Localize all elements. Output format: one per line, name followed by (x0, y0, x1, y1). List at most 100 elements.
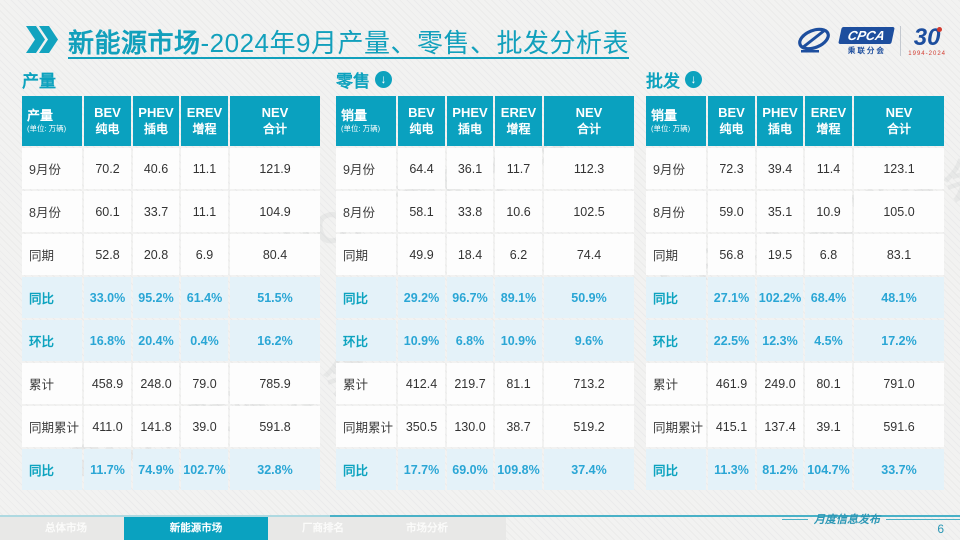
row-label: 同期累计 (336, 406, 396, 447)
column-header-en: BEV (718, 105, 745, 121)
measure-label: 销量 (651, 108, 678, 124)
tab-overall-market[interactable]: 总体市场 (45, 522, 87, 534)
table-cell: 52.8 (84, 234, 131, 275)
row-label: 8月份 (336, 191, 396, 232)
table-cell: 69.0% (447, 449, 493, 490)
column-header-cell: NEV 合计 (230, 96, 320, 146)
table-cell: 40.6 (133, 148, 179, 189)
table-cell: 48.1% (854, 277, 944, 318)
table-cell: 11.1 (181, 148, 228, 189)
page-title: 新能源市场-2024年9月产量、零售、批发分析表 (68, 23, 629, 60)
table-cell: 29.2% (398, 277, 445, 318)
table-cell: 33.7 (133, 191, 179, 232)
unit-label: (单位: 万辆) (27, 124, 67, 134)
row-label: 同期 (22, 234, 82, 275)
column-header-cell: BEV 纯电 (84, 96, 131, 146)
table-cell: 785.9 (230, 363, 320, 404)
table-cell: 137.4 (757, 406, 803, 447)
table-cell: 39.0 (181, 406, 228, 447)
table-cell: 18.4 (447, 234, 493, 275)
table-cell: 350.5 (398, 406, 445, 447)
wholesale-section-header: 批发 ↓ (646, 66, 944, 92)
table-cell: 6.9 (181, 234, 228, 275)
page-title-emphasis: 新能源市场 (68, 27, 201, 58)
table-cell: 16.8% (84, 320, 131, 361)
table-cell: 10.9% (495, 320, 542, 361)
cpca-logo-text: CPCA (838, 26, 896, 44)
column-header-en: EREV (186, 105, 223, 121)
table-cell: 4.5% (805, 320, 852, 361)
decline-arrow-icon: ↓ (375, 70, 392, 88)
page-number: 6 (937, 522, 944, 536)
table-cell: 141.8 (133, 406, 179, 447)
column-header-cell: NEV 合计 (854, 96, 944, 146)
row-label: 9月份 (336, 148, 396, 189)
tab-market-analysis[interactable]: 市场分析 (406, 522, 448, 534)
table-cell: 6.2 (495, 234, 542, 275)
table-cell: 33.0% (84, 277, 131, 318)
table-cell: 519.2 (544, 406, 634, 447)
table-cell: 51.5% (230, 277, 320, 318)
column-header-cn: 增程 (816, 121, 841, 136)
table-cell: 95.2% (133, 277, 179, 318)
tab-nev-market[interactable]: 新能源市场 (124, 517, 268, 540)
production-table: 产量 (单位: 万辆) BEV 纯电 PHEV 插电 EREV 增程 NEV 合计 9月份 70.2 4… (22, 96, 320, 490)
table-cell: 412.4 (398, 363, 445, 404)
table-cell: 105.0 (854, 191, 944, 232)
column-header-en: BEV (94, 105, 121, 121)
measure-unit-header-cell: 销量 (单位: 万辆) (336, 96, 396, 146)
measure-label: 产量 (27, 108, 54, 124)
table-cell: 64.4 (398, 148, 445, 189)
column-header-cn: 增程 (192, 121, 217, 136)
column-header-cell: PHEV 插电 (447, 96, 493, 146)
row-label: 环比 (22, 320, 82, 361)
publication-rule-left (782, 518, 808, 520)
measure-unit-header-cell: 销量 (单位: 万辆) (646, 96, 706, 146)
row-label: 累计 (22, 363, 82, 404)
wholesale-section: 批发 ↓ 销量 (单位: 万辆) BEV 纯电 PHEV 插电 EREV 增程 NEV 合计 9月份… (646, 66, 944, 490)
table-cell: 591.6 (854, 406, 944, 447)
column-header-cn: 插电 (457, 121, 482, 136)
column-header-en: PHEV (138, 105, 174, 121)
column-header-cell: BEV 纯电 (708, 96, 755, 146)
table-cell: 102.5 (544, 191, 634, 232)
table-cell: 89.1% (495, 277, 542, 318)
section-label: 产量 (22, 71, 56, 91)
table-cell: 461.9 (708, 363, 755, 404)
slide-header: 新能源市场-2024年9月产量、零售、批发分析表 CPCA 乘联分会 30 19… (26, 18, 946, 64)
footer-rule (0, 515, 960, 517)
column-header-cell: NEV 合计 (544, 96, 634, 146)
table-cell: 36.1 (447, 148, 493, 189)
table-cell: 17.2% (854, 320, 944, 361)
table-cell: 11.3% (708, 449, 755, 490)
row-label: 环比 (646, 320, 706, 361)
table-cell: 10.6 (495, 191, 542, 232)
table-cell: 80.1 (805, 363, 852, 404)
column-header-en: BEV (408, 105, 435, 121)
table-cell: 11.1 (181, 191, 228, 232)
page-title-rest: -2024年9月产量、零售、批发分析表 (200, 27, 629, 58)
publication-label: 月度信息发布 (782, 511, 960, 527)
anniversary-logo: 30 1994-2024 (908, 23, 946, 57)
table-cell: 112.3 (544, 148, 634, 189)
production-section: 产量 ↓ 产量(单位: 万辆)BEV纯电PHEV插电EREV增程NEV合计9月份… (22, 66, 320, 490)
column-header-cell: BEV 纯电 (398, 96, 445, 146)
table-cell: 249.0 (757, 363, 803, 404)
table-cell: 72.3 (708, 148, 755, 189)
row-label: 同比 (22, 449, 82, 490)
column-header-cn: 增程 (506, 121, 531, 136)
table-cell: 70.2 (84, 148, 131, 189)
table-cell: 27.1% (708, 277, 755, 318)
tab-oem-ranking[interactable]: 厂商排名 (302, 522, 344, 534)
table-cell: 56.8 (708, 234, 755, 275)
table-cell: 35.1 (757, 191, 803, 232)
cpca-logo-subtext: 乘联分会 (847, 45, 886, 55)
row-label: 同期累计 (22, 406, 82, 447)
anniversary-number: 30 (913, 23, 942, 51)
double-chevron-icon (26, 26, 58, 58)
row-label: 累计 (336, 363, 396, 404)
table-cell: 49.9 (398, 234, 445, 275)
section-label: 批发 (646, 71, 680, 91)
logo-divider (900, 26, 902, 56)
